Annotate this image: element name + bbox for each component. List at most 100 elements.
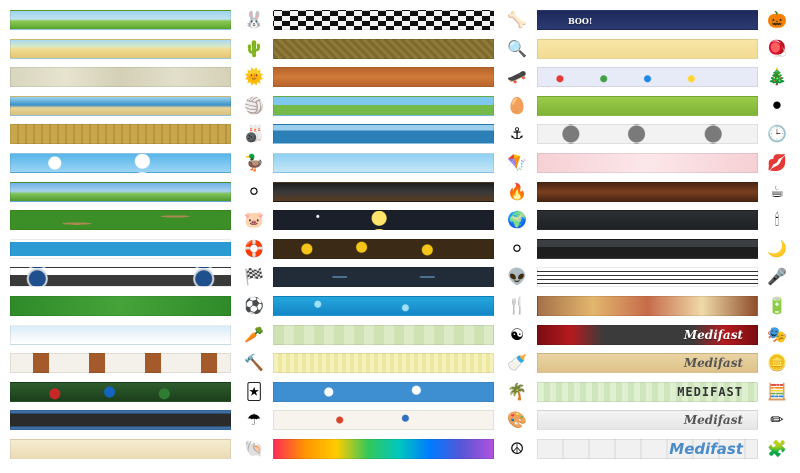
skateboard-icon[interactable]: 🛹 xyxy=(507,67,527,87)
yin-yang-icon[interactable]: ☯ xyxy=(509,324,525,344)
theme-bar-soccer-field[interactable] xyxy=(10,296,231,316)
theme-bar-beach-shore[interactable] xyxy=(10,95,231,116)
theme-bar-city-skyline[interactable] xyxy=(537,238,758,259)
pearl-icon[interactable]: ⚪ xyxy=(510,238,524,258)
lips-icon[interactable]: 💋 xyxy=(767,153,787,172)
theme-bar-clock-faces[interactable] xyxy=(537,124,758,145)
microphone-icon[interactable]: 🎤 xyxy=(767,267,787,287)
crescent-moon-icon[interactable]: 🌙 xyxy=(767,238,787,258)
bowling-ball-icon[interactable]: 🎳 xyxy=(244,124,264,144)
theme-bar-coffee-beans[interactable] xyxy=(537,181,758,202)
theme-bar-campfire-wood[interactable] xyxy=(273,181,494,202)
theme-bar-rolling-hills[interactable] xyxy=(10,10,231,30)
bone-icon[interactable]: 🦴 xyxy=(507,10,527,29)
theme-bar-highway-road[interactable] xyxy=(10,410,231,431)
cactus-icon[interactable]: 🌵 xyxy=(244,38,264,58)
peace-sign-icon[interactable]: ☮ xyxy=(509,439,525,458)
alien-icon[interactable]: 👽 xyxy=(507,267,527,287)
theme-bar-spooky-night[interactable]: BOO! xyxy=(537,10,758,30)
theme-bar-swimming-pool[interactable] xyxy=(10,238,231,259)
pumpkin-icon[interactable]: 🎃 xyxy=(767,10,787,29)
easter-egg-icon[interactable]: 🥚 xyxy=(507,95,527,115)
golf-ball-icon[interactable]: ⚪ xyxy=(247,181,261,201)
theme-bar-candle-glow[interactable] xyxy=(537,210,758,231)
battery-icon[interactable]: 🔋 xyxy=(767,296,787,315)
rattle-icon[interactable]: 🍼 xyxy=(507,353,527,373)
calculator-icon[interactable]: 🧮 xyxy=(767,381,787,401)
theme-bar-food-collage[interactable] xyxy=(537,296,758,316)
theme-bar-green-squares[interactable] xyxy=(273,324,494,345)
cutlery-icon[interactable]: 🍴 xyxy=(507,296,527,315)
kite-icon[interactable]: 🪁 xyxy=(507,153,527,172)
theme-bar-brick-doors[interactable] xyxy=(10,353,231,374)
theme-bar-string-lights[interactable] xyxy=(537,67,758,88)
theme-row: ☂ 🎨 Medifast ✏ xyxy=(0,409,800,431)
puzzle-piece-icon[interactable]: 🧩 xyxy=(767,439,787,458)
theme-bar-water-bubbles[interactable] xyxy=(273,296,494,316)
soccer-ball-icon[interactable]: ⚽ xyxy=(244,296,264,315)
christmas-tree-icon[interactable]: 🎄 xyxy=(767,67,787,87)
theme-bar-dashboard-gauges[interactable] xyxy=(10,267,231,288)
hammer-icon[interactable]: 🔨 xyxy=(244,353,264,373)
playing-card-icon[interactable]: 🃏 xyxy=(245,381,263,401)
theme-row: 🃏 🌴 MEDIFAST 🧮 xyxy=(0,381,800,403)
theme-bar-notebook-paper[interactable]: Medifast xyxy=(537,410,758,431)
theme-bar-ocean-ship[interactable] xyxy=(273,124,494,145)
theme-bar-flower-meadow[interactable] xyxy=(273,95,494,116)
life-ring-icon[interactable]: 🛟 xyxy=(244,238,264,258)
theme-bar-parchment[interactable] xyxy=(537,38,758,59)
theme-bar-blue-floral[interactable] xyxy=(273,381,494,402)
theme-bar-desert-dunes[interactable] xyxy=(10,38,231,59)
theme-bar-checkered-floor[interactable] xyxy=(273,10,494,30)
anchor-icon[interactable]: ⚓ xyxy=(509,124,525,144)
pencil-icon[interactable]: ✏ xyxy=(770,410,784,430)
candle-icon[interactable]: 🕯 xyxy=(774,210,780,230)
theater-masks-icon[interactable]: 🎭 xyxy=(767,324,787,344)
theme-bar-yoga-poses[interactable] xyxy=(537,95,758,116)
theme-bar-golf-course[interactable] xyxy=(10,181,231,202)
theme-bar-puzzle-pieces[interactable]: Medifast xyxy=(537,439,758,459)
theme-bar-sandy-shells[interactable] xyxy=(10,439,231,459)
palm-tree-icon[interactable]: 🌴 xyxy=(507,381,527,401)
theme-bar-snowy-field[interactable] xyxy=(10,324,231,345)
theme-bar-music-staff[interactable] xyxy=(537,267,758,288)
paint-palette-icon[interactable]: 🎨 xyxy=(507,410,527,430)
racing-flags-icon[interactable]: 🏁 xyxy=(244,267,264,287)
theme-bar-kite-sky[interactable] xyxy=(273,153,494,173)
pig-face-icon[interactable]: 🐷 xyxy=(244,210,264,230)
theme-bar-gold-coins[interactable] xyxy=(273,238,494,259)
globe-icon[interactable]: 🌍 xyxy=(507,210,527,230)
theme-bar-grass-dirt[interactable] xyxy=(10,210,231,231)
carrot-icon[interactable]: 🥕 xyxy=(244,324,264,344)
theme-bar-aged-paper[interactable]: Medifast xyxy=(537,353,758,374)
theme-bar-bronze-texture[interactable] xyxy=(273,38,494,59)
rubber-duck-icon[interactable]: 🦆 xyxy=(244,153,264,172)
dreidel-icon[interactable]: 🪀 xyxy=(767,38,787,58)
theme-bar-bowling-lane[interactable] xyxy=(10,124,231,145)
theme-bar-lipstick-kisses[interactable] xyxy=(537,153,758,173)
theme-bar-theater-curtain[interactable]: Medifast xyxy=(537,324,758,345)
theme-bar-blurred-stone[interactable] xyxy=(10,67,231,88)
yoga-balls-icon[interactable]: ⚫ xyxy=(770,95,784,115)
theme-bar-wood-panel[interactable] xyxy=(273,67,494,88)
beach-ball-icon[interactable]: 🏐 xyxy=(244,95,264,115)
theme-row: ⚽ 🍴 🔋 xyxy=(0,295,800,317)
bunny-icon[interactable]: 🐰 xyxy=(244,10,264,29)
clock-icon[interactable]: 🕒 xyxy=(767,124,787,144)
coffee-cup-icon[interactable]: ☕ xyxy=(769,181,785,201)
theme-bar-casino-chips[interactable] xyxy=(10,381,231,402)
sun-coin-icon[interactable]: 🌞 xyxy=(244,67,264,87)
theme-bar-cloudy-sky[interactable] xyxy=(10,153,231,173)
seashell-icon[interactable]: 🐚 xyxy=(244,439,264,458)
theme-bar-calculator-lcd[interactable]: MEDIFAST xyxy=(537,381,758,402)
theme-bar-label: Medifast xyxy=(683,356,743,371)
theme-bar-yellow-plaid[interactable] xyxy=(273,353,494,374)
theme-bar-paint-splatter[interactable] xyxy=(273,410,494,431)
theme-bar-rainbow-equalizer[interactable] xyxy=(273,439,494,459)
theme-bar-night-sun[interactable] xyxy=(273,210,494,231)
magnifier-icon[interactable]: 🔍 xyxy=(507,38,527,58)
umbrella-icon[interactable]: ☂ xyxy=(246,410,262,430)
theme-bar-ufo-night[interactable] xyxy=(273,267,494,288)
campfire-icon[interactable]: 🔥 xyxy=(507,181,527,201)
gold-coin-icon[interactable]: 🪙 xyxy=(767,353,787,373)
